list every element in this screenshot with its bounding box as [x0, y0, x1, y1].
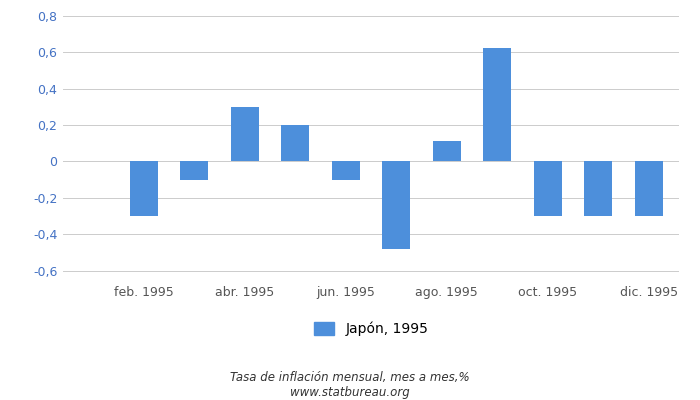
Bar [635, 162, 663, 216]
Bar [231, 107, 259, 162]
Bar [181, 162, 208, 180]
Bar [382, 162, 410, 249]
Bar [130, 162, 158, 216]
Text: www.statbureau.org: www.statbureau.org [290, 386, 410, 399]
Bar [584, 162, 612, 216]
Bar [433, 142, 461, 162]
Bar [483, 48, 511, 162]
Bar [281, 125, 309, 162]
Text: Tasa de inflación mensual, mes a mes,%: Tasa de inflación mensual, mes a mes,% [230, 372, 470, 384]
Legend: Japón, 1995: Japón, 1995 [314, 322, 428, 336]
Bar [332, 162, 360, 180]
Bar [534, 162, 561, 216]
